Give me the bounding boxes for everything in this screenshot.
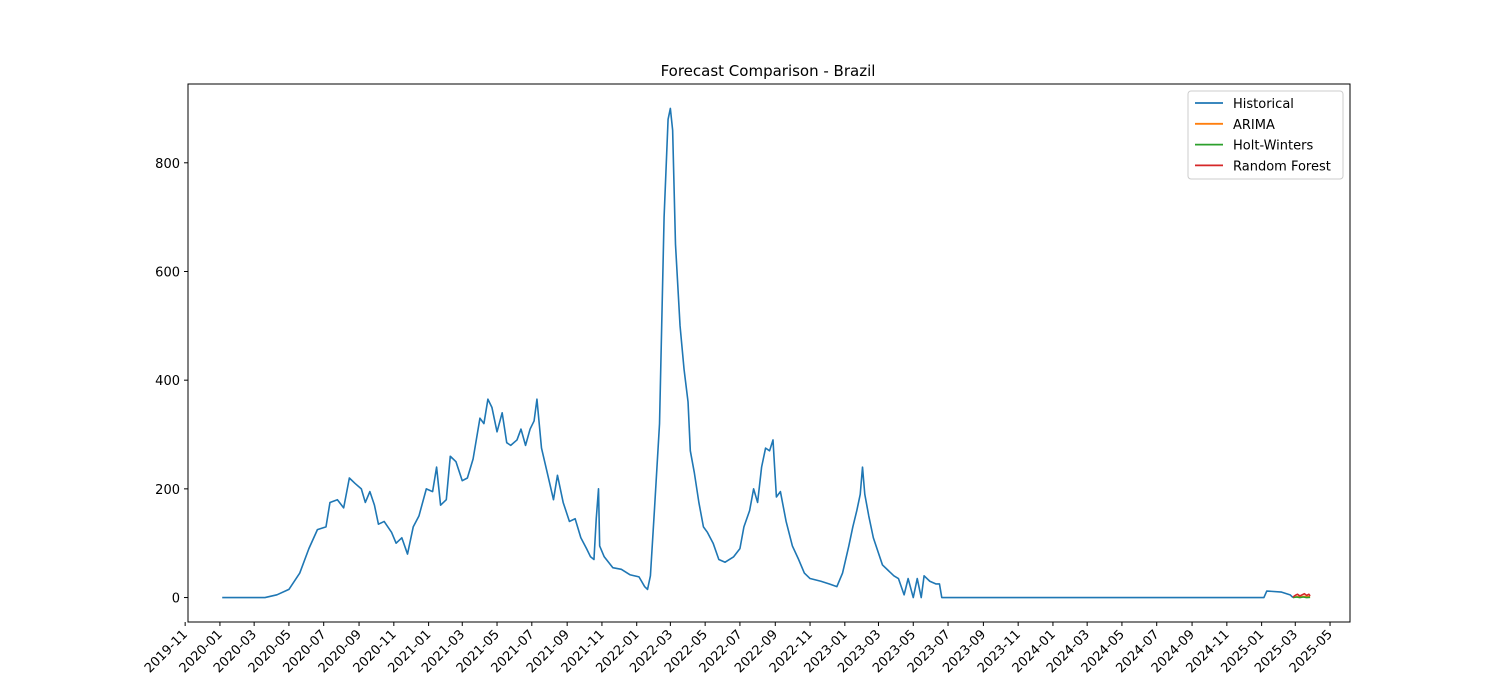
legend-label: Historical xyxy=(1233,97,1294,112)
series-layer xyxy=(222,107,1311,599)
series-line-historical xyxy=(222,107,1294,599)
legend: Historical ARIMA Holt-Winters Random Forest xyxy=(1187,90,1344,180)
y-tick-label: 200 xyxy=(155,483,180,498)
series-line-holt-winters xyxy=(1292,596,1311,599)
legend-box xyxy=(1187,90,1344,180)
plot-frame xyxy=(187,83,1351,623)
legend-label: Holt-Winters xyxy=(1233,139,1313,154)
y-axis: 0 200 400 600 800 xyxy=(155,157,188,607)
legend-label: Random Forest xyxy=(1233,159,1331,174)
legend-label: ARIMA xyxy=(1233,118,1275,133)
y-tick-label: 400 xyxy=(155,374,180,389)
chart-title: Forecast Comparison - Brazil xyxy=(661,62,876,80)
y-tick-label: 0 xyxy=(172,592,180,607)
y-tick-label: 800 xyxy=(155,157,180,172)
y-tick-label: 600 xyxy=(155,265,180,280)
series-line-random-forest xyxy=(1292,592,1311,598)
